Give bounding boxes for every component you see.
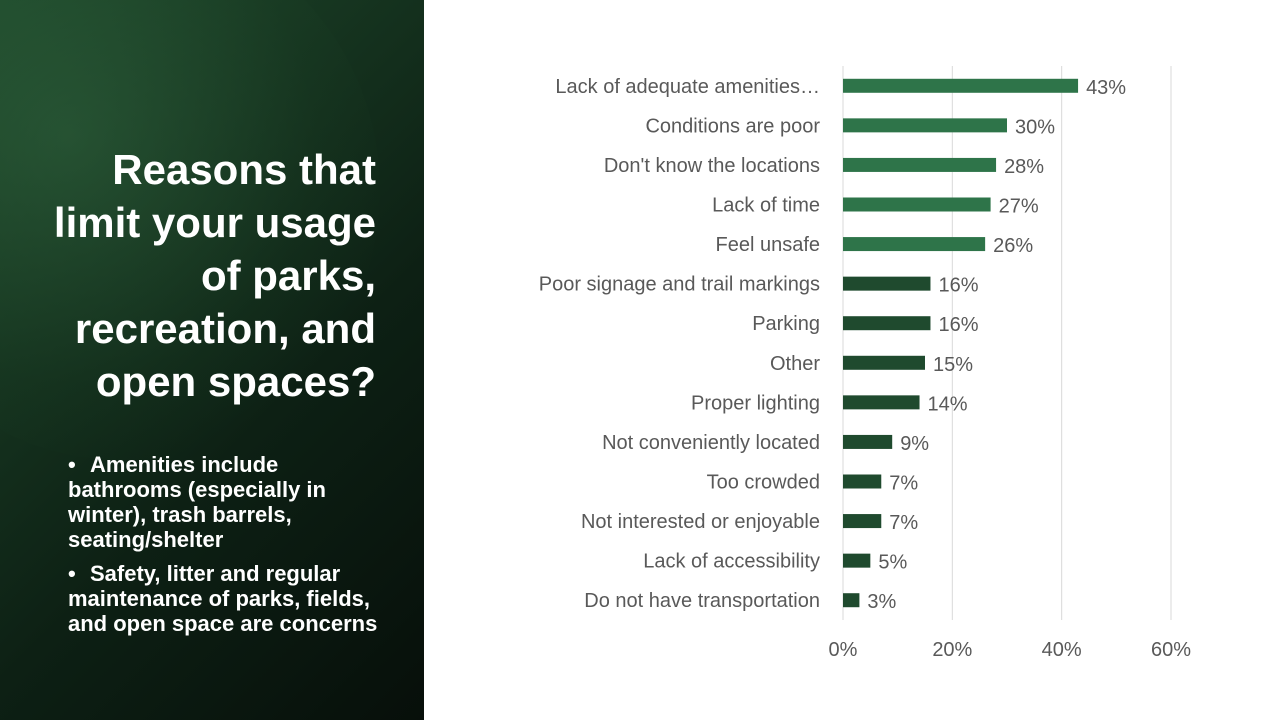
bar [843,78,1079,93]
category-label: Poor signage and trail markings [539,274,820,296]
category-label: Not conveniently located [602,432,820,454]
bar [843,593,860,608]
data-label: 27% [999,196,1039,218]
bar-chart: 0% 20% 40% 60% Lack of adequate amenities… 43… [539,66,1191,661]
data-label: 14% [928,393,968,415]
category-label: Lack of adequate amenities… [555,76,820,98]
data-label: 26% [993,235,1033,257]
x-tick-label: 40% [1042,639,1082,661]
bar [843,474,882,489]
category-label: Parking [752,313,820,335]
x-tick-label: 60% [1151,639,1191,661]
slide-title: Reasons that limit your usage of parks, … [53,146,376,405]
data-label: 5% [878,552,907,574]
data-label: 9% [900,433,929,455]
bullet-text: Amenities include bathrooms (especially … [68,452,326,552]
bar [843,395,920,410]
category-label: Do not have transportation [584,590,820,612]
data-label: 7% [889,473,918,495]
bullet-marker: • [68,561,76,586]
category-label: Proper lighting [691,392,820,414]
title-panel: Reasons that limit your usage of parks, … [0,0,424,720]
category-label: Not interested or enjoyable [581,511,820,533]
bullet-list: • Amenities include bathrooms (especially… [68,452,378,645]
data-label: 16% [938,314,978,336]
bullet-item: • Safety, litter and regular maintenance … [68,561,378,636]
category-label: Too crowded [707,472,820,494]
x-tick-label: 0% [829,639,858,661]
bar [843,355,925,370]
bar [843,197,991,212]
data-label: 15% [933,354,973,376]
bar [843,118,1007,133]
category-label: Other [770,353,820,375]
category-label: Conditions are poor [645,115,820,137]
category-label: Don't know the locations [604,155,820,177]
category-label: Lack of time [712,195,820,217]
data-label: 28% [1004,156,1044,178]
data-label: 16% [938,275,978,297]
bar [843,237,986,252]
x-tick-label: 20% [932,639,972,661]
bullet-item: • Amenities include bathrooms (especially… [68,452,378,552]
bullet-marker: • [68,452,76,477]
data-label: 43% [1086,77,1126,99]
chart-area: 0% 20% 40% 60% Lack of adequate amenities… 43… [424,0,1280,720]
category-label: Feel unsafe [715,234,820,256]
category-label: Lack of accessibility [643,551,820,573]
bar [843,316,931,331]
bar [843,553,871,568]
bar [843,514,882,529]
data-label: 30% [1015,116,1055,138]
bar [843,276,931,291]
bar [843,157,997,172]
data-label: 7% [889,512,918,534]
bullet-text: Safety, litter and regular maintenance o… [68,561,378,636]
bar [843,434,893,449]
data-label: 3% [867,591,896,613]
